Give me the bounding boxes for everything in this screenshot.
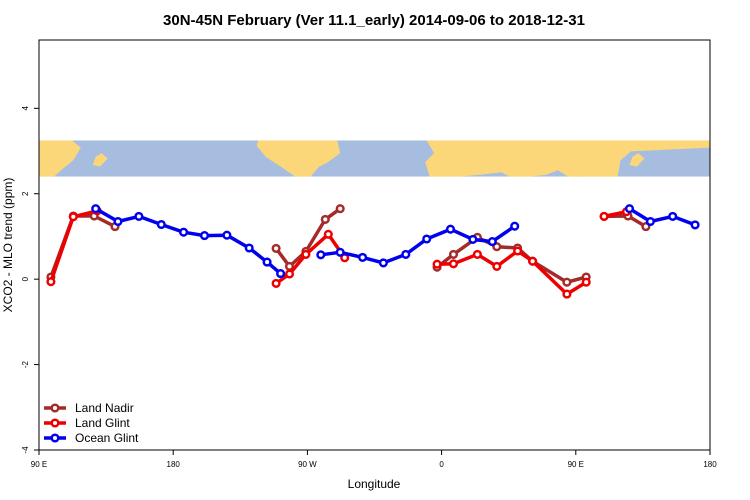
- x-tick-label: 90 E: [31, 460, 47, 469]
- land-glint-point: [46, 277, 56, 287]
- land-nadir-point: [562, 277, 572, 287]
- land-glint-point: [271, 278, 281, 288]
- ocean-glint-line: [320, 224, 516, 265]
- land-glint-point: [472, 249, 482, 259]
- land-nadir-line: [49, 214, 116, 278]
- land-nadir-point: [335, 204, 345, 214]
- ocean-glint-point: [645, 216, 655, 227]
- land-glint-point: [432, 259, 442, 269]
- land-glint-line: [49, 209, 98, 283]
- y-tick-label: -2: [21, 360, 30, 368]
- ocean-glint-point: [134, 211, 144, 221]
- legend-label: Land Nadir: [75, 401, 134, 415]
- y-axis-title: XCO2 - MLO trend (ppm): [1, 178, 15, 313]
- ocean-glint-point: [401, 249, 411, 259]
- land-glint-point: [492, 261, 502, 271]
- x-axis-title: Longitude: [348, 477, 401, 491]
- land-east-asia: [39, 140, 81, 177]
- ocean-glint-point: [156, 219, 166, 230]
- land-nadir-point: [320, 214, 330, 224]
- x-tick-label: 180: [167, 460, 181, 469]
- ocean-glint-point: [276, 269, 286, 279]
- ocean-glint-point: [262, 257, 272, 267]
- ocean-glint-point: [91, 204, 101, 214]
- land-glint-point: [68, 212, 78, 222]
- world-map-strip: [39, 140, 710, 177]
- ocean-glint-line: [94, 207, 282, 275]
- legend-marker: [50, 433, 60, 443]
- land-glint-point: [562, 289, 572, 299]
- ocean-glint-point: [358, 252, 368, 262]
- legend-label: Land Glint: [75, 416, 130, 430]
- legend-item-land-nadir: Land Nadir: [44, 401, 134, 415]
- y-tick-label: 2: [21, 191, 30, 196]
- legend-item-ocean-glint: Ocean Glint: [44, 431, 139, 445]
- series-ocean-glint: [91, 204, 700, 279]
- ocean-glint-point: [668, 211, 678, 221]
- ocean-glint-point: [445, 224, 456, 234]
- ocean-glint-point: [468, 234, 478, 244]
- ocean-glint-line: [628, 207, 696, 227]
- land-glint-point: [301, 249, 311, 259]
- land-europe-asia: [425, 140, 710, 177]
- land-glint-point: [528, 256, 538, 266]
- series-layer: [46, 204, 700, 299]
- x-tick-label: 180: [703, 460, 717, 469]
- land-north-america: [256, 140, 341, 177]
- land-nadir-line: [436, 235, 587, 284]
- ocean-glint-point: [378, 258, 388, 268]
- ocean-glint-point: [244, 243, 254, 253]
- land-glint-point: [448, 259, 459, 269]
- ocean-glint-point: [422, 234, 432, 244]
- land-japan: [92, 153, 108, 167]
- ocean-glint-point: [510, 221, 520, 231]
- legend-marker: [50, 403, 60, 413]
- land-glint-point: [323, 229, 333, 239]
- land-glint-line: [437, 249, 588, 296]
- ocean-glint-point: [113, 216, 123, 227]
- plot-frame: [38, 39, 711, 451]
- land-glint-point: [599, 211, 609, 221]
- ocean-glint-point: [199, 231, 210, 241]
- ocean-glint-point: [316, 250, 326, 260]
- ocean-glint-point: [179, 227, 189, 237]
- ocean-glint-point: [222, 230, 232, 240]
- x-axis: 90 E 180 90 W 0 90 E 180: [31, 450, 717, 469]
- land-east-asia-right: [575, 140, 710, 177]
- legend-item-land-glint: Land Glint: [44, 416, 130, 430]
- x-tick-label: 90 E: [568, 460, 584, 469]
- ocean-glint-point: [690, 220, 700, 230]
- chart-title: 30N-45N February (Ver 11.1_early) 2014-0…: [163, 12, 585, 29]
- legend-label: Ocean Glint: [75, 431, 139, 445]
- land-nadir-point: [448, 249, 459, 259]
- x-tick-label: 90 W: [298, 460, 317, 469]
- ocean-glint-point: [487, 237, 497, 247]
- y-axis: -4 -2 0 2 4: [21, 106, 39, 454]
- land-nadir-point: [271, 243, 281, 253]
- y-tick-label: 0: [21, 276, 30, 281]
- map-land: [39, 140, 710, 177]
- legend-marker: [50, 418, 60, 428]
- x-tick-label: 0: [439, 460, 444, 469]
- series-land-glint: [46, 206, 632, 299]
- land-glint-point: [284, 269, 295, 279]
- land-glint-point: [513, 246, 523, 256]
- y-tick-label: 4: [21, 106, 30, 111]
- land-japan-right: [629, 153, 645, 167]
- ocean-glint-point: [624, 204, 635, 214]
- land-glint-point: [581, 277, 591, 287]
- ocean-glint-point: [335, 247, 345, 257]
- y-tick-label: -4: [21, 446, 30, 454]
